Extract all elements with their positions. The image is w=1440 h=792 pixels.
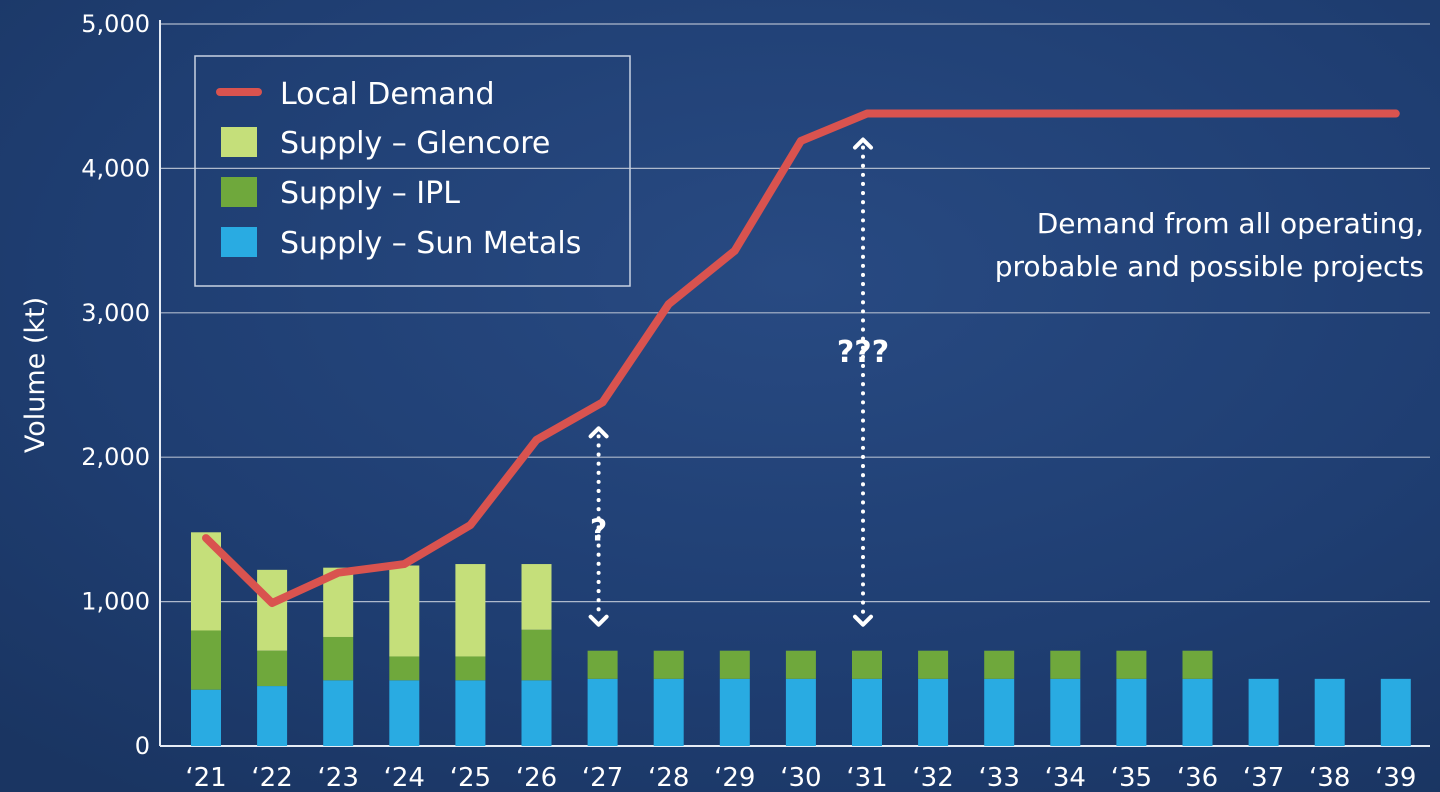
legend-swatch	[221, 177, 257, 207]
legend-item-ipl: Supply – IPL	[221, 176, 460, 211]
legend-swatch	[221, 227, 257, 257]
bar-segment	[455, 564, 486, 657]
bar-segment	[521, 564, 552, 630]
bar-segment	[918, 650, 949, 679]
demand-line-series	[202, 109, 1400, 608]
bar-segment	[521, 680, 552, 746]
bar-segment	[191, 689, 221, 746]
x-tick-label: ‘23	[318, 763, 359, 792]
gap-arrow-head-up	[853, 137, 873, 150]
legend-label: Supply – IPL	[280, 176, 460, 211]
bar-segment	[257, 569, 288, 651]
bar-segment	[719, 650, 750, 679]
x-tick-label: ‘30	[780, 763, 821, 792]
x-tick-label: ‘28	[648, 763, 689, 792]
bar-segment	[852, 650, 882, 679]
bar-segment	[1116, 678, 1147, 746]
bar-segment	[587, 678, 618, 746]
y-tick-label: 2,000	[81, 443, 150, 471]
bar-segment	[389, 680, 420, 746]
bar-segment	[1182, 650, 1213, 679]
legend: Local Demand Supply – Glencore Supply – …	[194, 55, 631, 287]
x-tick-label: ‘32	[912, 763, 953, 792]
legend-label: Local Demand	[280, 77, 495, 112]
legend-label: Supply – Sun Metals	[280, 226, 581, 261]
legend-item-glencore: Supply – Glencore	[221, 126, 550, 161]
bar-segment	[389, 565, 420, 657]
x-tick-label: ‘31	[846, 763, 887, 792]
x-tick-label: ‘21	[185, 763, 226, 792]
x-tick-label: ‘36	[1177, 763, 1218, 792]
bar-series	[191, 532, 1411, 746]
x-tick-label: ‘25	[450, 763, 491, 792]
y-tick-label: 1,000	[81, 588, 150, 616]
bar-segment	[785, 650, 816, 679]
x-tick-label: ‘38	[1309, 763, 1350, 792]
bar-segment	[1182, 678, 1213, 746]
bar-segment	[1248, 678, 1279, 746]
legend-item-sun-metals: Supply – Sun Metals	[221, 226, 581, 261]
bar-segment	[521, 629, 552, 681]
legend-box	[194, 55, 631, 287]
x-tick-label: ‘22	[251, 763, 292, 792]
x-tick-label: ‘33	[979, 763, 1020, 792]
y-tick-label: 4,000	[81, 154, 150, 182]
bar-segment	[191, 630, 221, 690]
gap-label: ???	[837, 335, 889, 370]
x-axis-ticks: ‘21 ‘22 ‘23 ‘24 ‘25 ‘26 ‘27 ‘28 ‘29 ‘30 ‘31 ‘32 ‘33 ‘…	[185, 763, 1416, 792]
demand-note: Demand from all operating, probable and …	[995, 207, 1424, 283]
bar-segment	[653, 678, 684, 746]
legend-item-local-demand: Local Demand	[216, 77, 495, 112]
bar-segment	[1314, 678, 1345, 746]
x-tick-label: ‘26	[516, 763, 557, 792]
gap-arrow-head-down	[853, 614, 873, 627]
bar-segment	[1050, 650, 1081, 679]
x-tick-label: ‘27	[582, 763, 623, 792]
demand-line	[202, 109, 1400, 608]
x-tick-label: ‘29	[714, 763, 755, 792]
y-tick-label: 5,000	[81, 10, 150, 38]
bar-segment	[1380, 678, 1411, 746]
y-axis-ticks: 0 1,000 2,000 3,000 4,000 5,000	[81, 10, 150, 760]
bar-segment	[1116, 650, 1147, 679]
legend-label: Supply – Glencore	[280, 126, 550, 161]
bar-segment	[389, 656, 420, 681]
bar-segment	[1050, 678, 1081, 746]
x-tick-label: ‘37	[1243, 763, 1284, 792]
y-axis-label: Volume (kt)	[20, 297, 51, 453]
bar-segment	[455, 680, 486, 746]
x-tick-label: ‘24	[384, 763, 425, 792]
bar-segment	[653, 650, 684, 679]
bar-segment	[785, 678, 816, 746]
gap-arrow-head-up	[588, 426, 609, 439]
y-tick-label: 0	[135, 732, 150, 760]
bar-segment	[587, 650, 618, 679]
x-tick-label: ‘34	[1045, 763, 1086, 792]
demand-note-line1: Demand from all operating,	[1037, 207, 1424, 240]
gap-arrows: ????	[588, 137, 889, 627]
bar-segment	[323, 636, 354, 681]
gridlines	[159, 20, 1430, 747]
bar-segment	[323, 680, 354, 746]
bar-segment	[455, 656, 486, 681]
y-tick-label: 3,000	[81, 299, 150, 327]
bar-segment	[257, 650, 288, 687]
legend-swatch	[221, 127, 257, 157]
bar-segment	[984, 650, 1015, 679]
bar-segment	[852, 678, 882, 746]
demand-note-line2: probable and possible projects	[995, 250, 1424, 283]
bar-segment	[257, 686, 288, 746]
gap-arrow-head-down	[588, 614, 609, 627]
bar-segment	[984, 678, 1015, 746]
bar-segment	[918, 678, 949, 746]
gap-label: ?	[590, 514, 607, 549]
bar-segment	[719, 678, 750, 746]
x-tick-label: ‘39	[1375, 763, 1416, 792]
x-tick-label: ‘35	[1111, 763, 1152, 792]
